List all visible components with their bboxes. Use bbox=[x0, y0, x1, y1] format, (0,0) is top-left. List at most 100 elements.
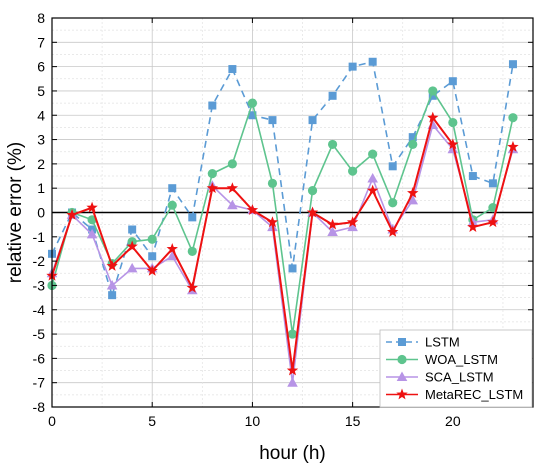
data-point bbox=[87, 215, 97, 225]
data-point bbox=[508, 60, 517, 69]
data-point bbox=[427, 111, 439, 123]
data-point bbox=[266, 216, 279, 228]
data-point bbox=[307, 186, 318, 196]
x-tick-label: 10 bbox=[245, 413, 261, 429]
data-point bbox=[327, 139, 338, 150]
x-axis-title: hour (h) bbox=[259, 443, 326, 464]
data-point bbox=[86, 228, 98, 239]
y-tick-label: 2 bbox=[37, 156, 45, 172]
data-point bbox=[407, 194, 419, 205]
data-point bbox=[268, 116, 277, 125]
data-point bbox=[166, 242, 178, 254]
y-tick-label: 3 bbox=[37, 132, 45, 148]
legend-marker bbox=[397, 354, 407, 365]
data-point bbox=[287, 377, 298, 387]
data-point bbox=[487, 216, 499, 228]
x-tick-label: 15 bbox=[345, 413, 361, 429]
y-tick-label: -6 bbox=[33, 350, 46, 366]
y-tick-label: -2 bbox=[33, 253, 46, 269]
legend: LSTM WOA_LSTM SCA_LSTM MetaREC_LSTM bbox=[379, 329, 533, 408]
data-point bbox=[187, 246, 197, 256]
data-point bbox=[388, 198, 398, 208]
data-point bbox=[507, 140, 519, 152]
data-point bbox=[286, 364, 299, 376]
data-point bbox=[248, 111, 257, 120]
y-tick-label: -1 bbox=[33, 229, 46, 245]
legend-marker bbox=[398, 338, 406, 346]
data-point bbox=[247, 98, 258, 108]
data-point bbox=[126, 240, 138, 252]
data-point bbox=[147, 234, 157, 244]
data-point bbox=[227, 199, 238, 210]
axis-ticks: -8 -7 -6 -5 -4 -3 -2 -1 0 1 2 3 4 5 6 7 8 0 5 10 15 20 bbox=[33, 10, 533, 429]
data-point bbox=[167, 200, 177, 210]
y-tick-label: -4 bbox=[33, 302, 46, 318]
y-tick-label: -8 bbox=[33, 399, 46, 415]
data-point bbox=[166, 250, 178, 261]
data-point bbox=[168, 184, 177, 193]
data-point bbox=[508, 113, 518, 123]
data-point bbox=[206, 182, 219, 194]
data-point bbox=[326, 218, 339, 230]
data-point bbox=[347, 221, 358, 232]
y-tick-label: 7 bbox=[37, 34, 45, 50]
y-tick-label: 4 bbox=[37, 107, 45, 123]
y-tick-label: -7 bbox=[33, 375, 46, 391]
series-group bbox=[46, 57, 519, 387]
legend-marker bbox=[396, 388, 408, 400]
data-point bbox=[387, 225, 399, 237]
data-point bbox=[447, 138, 459, 150]
data-point bbox=[366, 184, 379, 196]
data-point bbox=[86, 201, 98, 213]
data-point bbox=[106, 259, 118, 271]
data-point bbox=[388, 162, 397, 171]
data-point bbox=[148, 252, 157, 261]
x-tick-label: 20 bbox=[445, 413, 461, 429]
data-point bbox=[128, 225, 137, 234]
data-point bbox=[207, 169, 217, 179]
data-point bbox=[227, 159, 237, 169]
data-point bbox=[308, 116, 317, 125]
data-point bbox=[327, 226, 338, 236]
data-point bbox=[448, 77, 457, 86]
data-point bbox=[428, 86, 438, 96]
data-point bbox=[408, 133, 417, 142]
data-point bbox=[106, 279, 118, 290]
y-tick-label: 5 bbox=[37, 83, 45, 99]
data-point bbox=[368, 57, 377, 66]
x-tick-label: 0 bbox=[48, 413, 56, 429]
y-tick-label: 6 bbox=[37, 59, 45, 75]
data-point bbox=[448, 117, 458, 128]
y-axis-title: relative error (%) bbox=[5, 142, 26, 283]
data-point bbox=[126, 262, 138, 273]
data-point bbox=[246, 204, 259, 215]
data-point bbox=[186, 281, 198, 293]
legend-label: SCA_LSTM bbox=[425, 370, 494, 385]
data-point bbox=[288, 264, 297, 273]
data-point bbox=[407, 187, 419, 198]
data-point bbox=[267, 178, 278, 188]
data-point bbox=[367, 172, 378, 183]
data-point bbox=[208, 101, 217, 110]
data-point bbox=[428, 91, 437, 100]
legend-label: MetaREC_LSTM bbox=[425, 387, 523, 402]
data-point bbox=[66, 208, 78, 220]
data-point bbox=[467, 221, 479, 232]
data-point bbox=[306, 206, 319, 218]
data-point bbox=[346, 216, 359, 228]
x-tick-label: 5 bbox=[148, 413, 156, 429]
data-point bbox=[348, 166, 358, 176]
data-point bbox=[348, 62, 357, 71]
data-point bbox=[468, 172, 477, 181]
data-point bbox=[368, 149, 378, 159]
data-point bbox=[328, 91, 337, 100]
data-point bbox=[188, 213, 197, 222]
legend-label: LSTM bbox=[425, 335, 460, 350]
data-point bbox=[408, 139, 418, 150]
y-tick-label: -3 bbox=[33, 277, 46, 293]
y-tick-label: 1 bbox=[37, 180, 45, 196]
legend-label: WOA_LSTM bbox=[425, 352, 498, 367]
data-point bbox=[146, 264, 158, 276]
y-tick-label: 8 bbox=[37, 10, 45, 26]
